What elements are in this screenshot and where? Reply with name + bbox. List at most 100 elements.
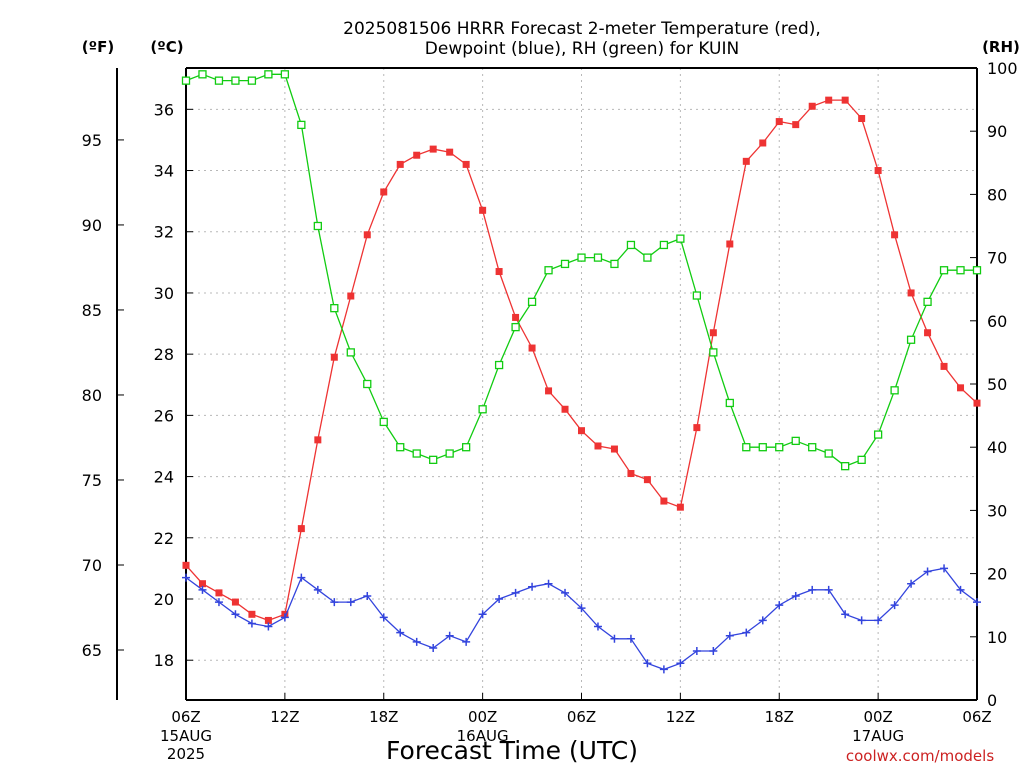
rh-axis-unit: (RH)	[982, 38, 1020, 56]
celsius-tick-label: 26	[154, 406, 174, 425]
dewpoint-point	[973, 598, 981, 607]
x-tick-label: 12Z	[270, 708, 299, 726]
rh-point	[577, 253, 586, 262]
dewpoint-point	[956, 585, 965, 594]
temperature-point	[297, 525, 305, 533]
temperature-point	[891, 231, 899, 239]
temperature-point	[676, 503, 684, 511]
dewpoint-point	[593, 622, 602, 631]
rh-point	[198, 70, 207, 79]
dewpoint-point	[659, 665, 668, 674]
dewpoint-point	[412, 637, 421, 646]
temperature-point	[709, 329, 717, 337]
rh-point	[972, 266, 982, 275]
temperature-point	[578, 427, 585, 435]
dewpoint-point	[264, 622, 273, 631]
rh-point	[527, 297, 537, 306]
dewpoint-point	[561, 588, 570, 597]
rh-point	[412, 449, 421, 458]
temperature-point	[198, 580, 206, 588]
temperature-point	[808, 102, 816, 110]
rh-point	[297, 120, 306, 130]
fahrenheit-axis-unit: (ºF)	[82, 38, 114, 56]
x-tick-label: 12Z	[666, 708, 695, 726]
dewpoint-point	[330, 598, 339, 607]
x-tick-label: 06Z	[962, 708, 991, 726]
temperature-series	[182, 96, 981, 624]
dewpoint-point	[495, 595, 504, 604]
celsius-tick-label: 24	[154, 468, 174, 487]
dewpoint-point	[379, 613, 388, 622]
temperature-point	[627, 470, 635, 478]
rh-point	[429, 455, 438, 464]
dewpoint-point	[528, 582, 537, 591]
credit-label: coolwx.com/models	[846, 747, 994, 765]
dewpoint-point	[676, 659, 685, 668]
dewpoint-point	[182, 573, 190, 582]
dewpoint-point	[692, 647, 701, 656]
temperature-point	[363, 231, 371, 239]
dewpoint-point	[742, 628, 751, 637]
dewpoint-point	[725, 631, 734, 640]
rh-point	[939, 266, 949, 275]
rh-tick-label: 80	[987, 185, 1007, 204]
fahrenheit-tick-label: 95	[82, 131, 102, 150]
rh-point	[396, 443, 405, 452]
rh-point	[890, 386, 899, 395]
dewpoint-point	[198, 585, 207, 594]
dewpoint-point	[857, 616, 866, 625]
dewpoint-point	[297, 573, 306, 582]
x-tick-year-label: 2025	[167, 745, 205, 763]
temperature-point	[610, 445, 618, 453]
dewpoint-point	[940, 564, 949, 573]
dewpoint-point	[610, 634, 619, 643]
rh-point	[808, 443, 817, 452]
temperature-point	[429, 145, 437, 153]
fahrenheit-tick-label: 80	[82, 386, 102, 405]
dewpoint-point	[478, 610, 487, 619]
temperature-point	[446, 148, 454, 156]
rh-point	[593, 253, 603, 262]
dewpoint-point	[247, 619, 256, 628]
rh-point	[313, 221, 322, 231]
rh-point	[511, 322, 520, 332]
rh-tick-label: 0	[987, 691, 997, 710]
dewpoint-point	[775, 601, 784, 610]
dewpoint-point	[709, 647, 718, 656]
temperature-point	[858, 114, 866, 122]
x-tick-label: 18Z	[765, 708, 794, 726]
dewpoint-point	[874, 616, 883, 625]
dewpoint-point	[907, 579, 916, 588]
rh-point	[544, 266, 553, 275]
dewpoint-point	[841, 610, 850, 619]
temperature-point	[841, 96, 849, 104]
rh-point	[775, 443, 784, 452]
dewpoint-series	[182, 564, 981, 674]
dewpoint-point	[313, 585, 322, 594]
rh-point	[461, 443, 471, 452]
rh-point	[560, 259, 570, 269]
temperature-point	[742, 157, 750, 165]
dewpoint-point	[643, 659, 652, 668]
fahrenheit-tick-label: 65	[82, 641, 102, 660]
rh-point	[676, 234, 685, 243]
temperature-point	[396, 160, 404, 168]
temperature-point	[940, 362, 948, 370]
rh-point	[824, 449, 833, 458]
dewpoint-point	[511, 588, 520, 597]
rh-point	[264, 70, 273, 79]
dewpoint-point	[890, 601, 899, 610]
rh-point	[659, 240, 669, 250]
dewpoint-point	[346, 598, 355, 607]
x-tick-label: 06Z	[171, 708, 200, 726]
temperature-point	[660, 497, 668, 505]
x-axis-label: Forecast Time (UTC)	[386, 736, 638, 765]
rh-point	[742, 443, 751, 452]
temperature-point	[215, 589, 223, 597]
rh-point	[445, 449, 454, 458]
temperature-point	[957, 384, 965, 392]
rh-point	[379, 417, 388, 427]
x-tick-label: 00Z	[863, 708, 892, 726]
dewpoint-point	[758, 616, 767, 625]
temperature-point	[874, 167, 882, 175]
